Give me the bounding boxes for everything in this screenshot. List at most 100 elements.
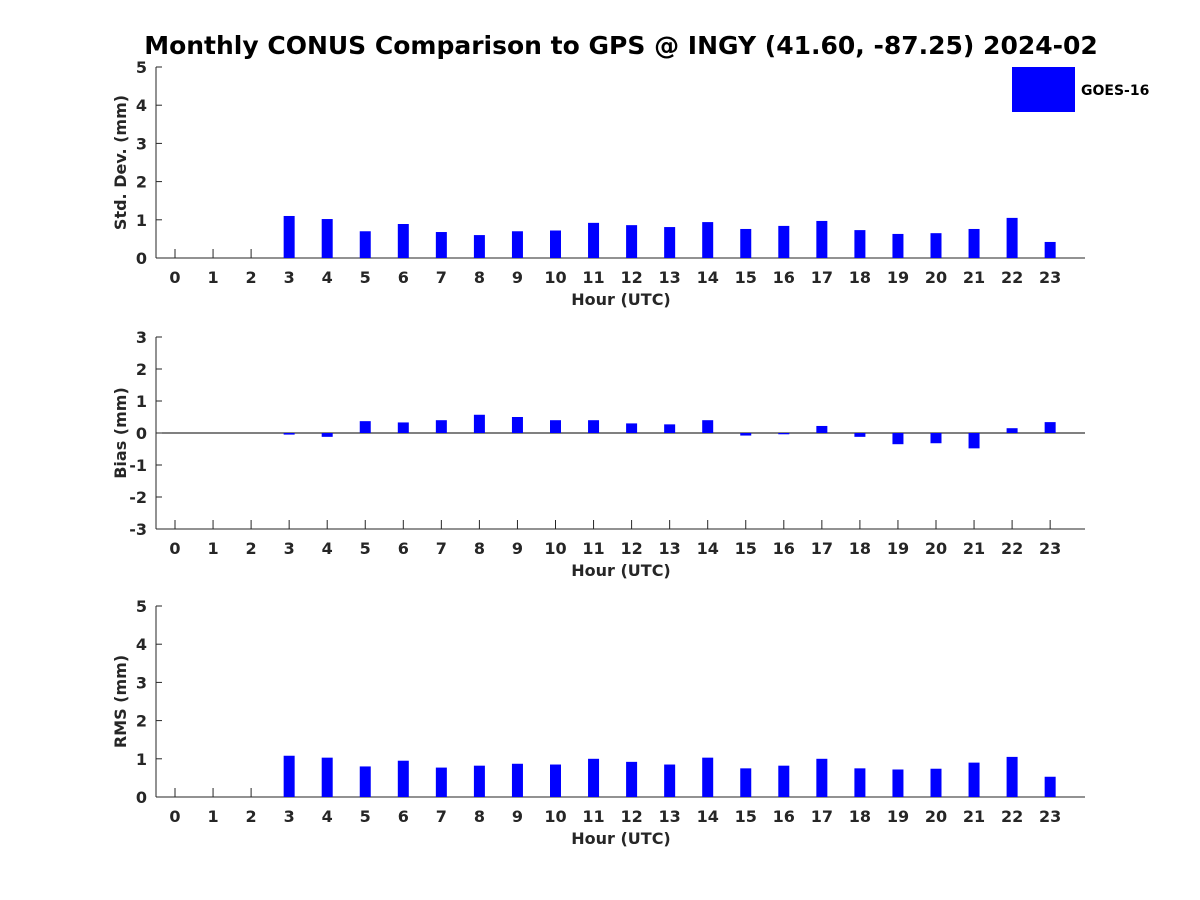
x-tick-label: 11 — [582, 807, 604, 826]
x-tick-label: 9 — [512, 807, 523, 826]
bar-hour-4 — [321, 433, 333, 437]
bar-hour-9 — [511, 763, 523, 797]
bar-hour-8 — [473, 235, 485, 258]
bar-hour-19 — [892, 233, 904, 258]
x-tick-label: 0 — [169, 539, 180, 558]
x-tick-label: 10 — [544, 539, 566, 558]
x-tick-label: 21 — [963, 539, 985, 558]
x-tick-label: 5 — [360, 539, 371, 558]
y-tick-label: 1 — [136, 750, 147, 769]
bar-hour-12 — [626, 225, 638, 258]
y-tick-label: 2 — [136, 360, 147, 379]
y-tick-label: -3 — [129, 520, 147, 539]
x-tick-label: 3 — [284, 539, 295, 558]
x-tick-label: 8 — [474, 807, 485, 826]
bar-hour-8 — [473, 765, 485, 797]
x-tick-label: 1 — [207, 268, 218, 287]
x-tick-label: 21 — [963, 268, 985, 287]
y-axis-label: RMS (mm) — [111, 655, 130, 748]
x-tick-label: 2 — [246, 807, 257, 826]
x-tick-label: 8 — [474, 268, 485, 287]
y-tick-label: 4 — [136, 635, 147, 654]
bar-hour-15 — [740, 768, 752, 797]
bar-hour-11 — [588, 420, 600, 433]
bar-hour-10 — [550, 420, 561, 433]
x-tick-label: 5 — [360, 807, 371, 826]
x-tick-label: 18 — [849, 539, 871, 558]
bar-hour-5 — [359, 231, 371, 258]
y-tick-label: 0 — [136, 249, 147, 268]
bar-hour-23 — [1044, 422, 1056, 433]
x-axis-label: Hour (UTC) — [571, 290, 671, 309]
x-tick-label: 17 — [811, 539, 833, 558]
x-tick-label: 3 — [284, 268, 295, 287]
x-tick-label: 7 — [436, 807, 447, 826]
x-tick-label: 1 — [207, 807, 218, 826]
bar-hour-18 — [854, 433, 866, 437]
y-tick-label: 3 — [136, 328, 147, 347]
bar-hour-10 — [550, 764, 561, 797]
y-tick-label: -1 — [129, 456, 147, 475]
x-tick-label: 12 — [620, 268, 642, 287]
x-tick-label: 7 — [436, 268, 447, 287]
x-tick-label: 6 — [398, 539, 409, 558]
bar-hour-3 — [283, 755, 295, 797]
x-tick-label: 18 — [849, 268, 871, 287]
bar-hour-16 — [778, 225, 790, 258]
bar-hour-20 — [930, 433, 942, 444]
y-tick-label: 1 — [136, 392, 147, 411]
x-tick-label: 14 — [697, 539, 719, 558]
bar-hour-12 — [626, 761, 638, 797]
x-tick-label: 11 — [582, 268, 604, 287]
x-tick-label: 15 — [735, 268, 757, 287]
bar-hour-10 — [550, 230, 561, 258]
x-tick-label: 10 — [544, 807, 566, 826]
bar-hour-5 — [359, 766, 371, 797]
x-tick-label: 23 — [1039, 268, 1061, 287]
bar-hour-16 — [778, 433, 790, 435]
bar-hour-13 — [664, 764, 676, 797]
x-tick-label: 12 — [620, 807, 642, 826]
bar-hour-11 — [588, 758, 600, 797]
bar-hour-15 — [740, 433, 752, 436]
y-tick-label: 3 — [136, 134, 147, 153]
x-tick-label: 18 — [849, 807, 871, 826]
y-tick-label: 5 — [136, 58, 147, 77]
x-tick-label: 9 — [512, 268, 523, 287]
x-tick-label: 17 — [811, 807, 833, 826]
bar-hour-23 — [1044, 776, 1056, 797]
bar-hour-20 — [930, 233, 942, 258]
y-tick-label: -2 — [129, 488, 147, 507]
bar-hour-21 — [968, 433, 980, 449]
bar-hour-16 — [778, 765, 790, 797]
bar-hour-5 — [359, 421, 371, 433]
x-tick-label: 22 — [1001, 807, 1023, 826]
legend: GOES-16 — [1012, 67, 1149, 112]
x-tick-label: 6 — [398, 807, 409, 826]
chart-title: Monthly CONUS Comparison to GPS @ INGY (… — [144, 31, 1098, 60]
x-tick-label: 13 — [659, 268, 681, 287]
x-tick-label: 2 — [246, 268, 257, 287]
bar-hour-22 — [1006, 217, 1018, 258]
x-tick-label: 16 — [773, 807, 795, 826]
x-tick-label: 4 — [322, 539, 333, 558]
y-tick-label: 2 — [136, 173, 147, 192]
x-tick-label: 20 — [925, 539, 947, 558]
x-tick-label: 23 — [1039, 539, 1061, 558]
y-axis-label: Bias (mm) — [111, 387, 130, 479]
bar-hour-21 — [968, 228, 980, 258]
bar-hour-18 — [854, 768, 866, 797]
x-axis-label: Hour (UTC) — [571, 829, 671, 848]
bar-hour-6 — [397, 422, 409, 433]
x-tick-label: 16 — [773, 539, 795, 558]
bar-hour-3 — [283, 433, 295, 435]
y-tick-label: 1 — [136, 211, 147, 230]
x-tick-label: 16 — [773, 268, 795, 287]
bar-hour-13 — [664, 227, 676, 258]
x-tick-label: 20 — [925, 807, 947, 826]
bar-hour-8 — [473, 414, 485, 433]
